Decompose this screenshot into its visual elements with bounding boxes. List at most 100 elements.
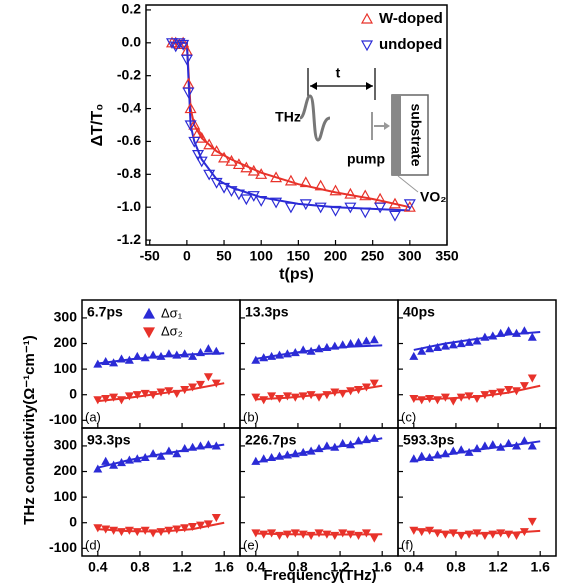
data-point (132, 351, 142, 360)
data-point (140, 526, 150, 535)
data-point (180, 54, 193, 66)
data-point (156, 388, 166, 397)
data-point (298, 530, 308, 539)
data-point (330, 341, 340, 350)
data-point (409, 351, 419, 360)
data-point (504, 438, 514, 447)
data-point (464, 530, 474, 539)
data-point (267, 529, 277, 538)
data-point (109, 460, 119, 469)
y-tick-label: 100 (54, 488, 78, 504)
x-tick-label: -50 (140, 248, 160, 264)
data-point (464, 447, 474, 456)
data-point (148, 449, 158, 458)
data-point (164, 446, 174, 455)
data-point (354, 531, 363, 541)
data-point (275, 451, 284, 460)
data-point (251, 456, 261, 465)
data-point (346, 339, 356, 348)
data-point (314, 344, 324, 353)
data-point (480, 531, 490, 541)
data-point (184, 120, 197, 132)
data-point (232, 158, 245, 170)
data-point (93, 359, 103, 368)
x-tick-label: 0.8 (446, 559, 466, 575)
film-pointer (397, 175, 419, 193)
x-tick-label: 100 (250, 248, 274, 264)
data-point (314, 443, 324, 453)
data-point (330, 442, 340, 451)
x-tick-label: 300 (398, 248, 422, 264)
data-point (496, 328, 506, 337)
plot-frame (145, 4, 448, 246)
data-point (480, 441, 490, 450)
delay-label: t (336, 65, 341, 81)
data-point (369, 335, 379, 344)
y-tick-label: -1.2 (117, 231, 141, 247)
legend-marker (360, 40, 374, 52)
data-point (101, 456, 111, 465)
y-tick-label: 0.2 (122, 1, 142, 17)
x-tick-label: 0 (183, 248, 191, 264)
data-point (409, 394, 419, 404)
data-point (267, 351, 277, 360)
data-point (496, 529, 506, 538)
data-point (338, 438, 348, 447)
data-point (440, 341, 450, 350)
y-tick-label: -1.0 (117, 198, 141, 214)
data-point (282, 349, 292, 358)
y-tick-label: 300 (54, 437, 78, 453)
data-point (188, 522, 198, 532)
data-point (259, 396, 269, 405)
data-point (117, 528, 126, 537)
data-point (417, 528, 427, 537)
data-point (306, 531, 316, 541)
x-tick-label: 1.6 (214, 559, 234, 575)
data-point (177, 39, 190, 51)
data-point (512, 441, 521, 450)
data-point (298, 345, 308, 354)
inset-schematic: t THz pump substrate VO₂ (275, 65, 446, 205)
panel-time: 593.3ps (403, 432, 455, 448)
data-point (275, 531, 284, 541)
data-point (306, 391, 316, 400)
data-point (425, 526, 435, 535)
data-point (282, 450, 292, 459)
data-point (338, 529, 348, 538)
panel-time: 93.3ps (87, 432, 131, 448)
data-point (448, 397, 458, 406)
data-point (117, 354, 126, 363)
data-point (184, 102, 197, 114)
data-point (196, 441, 205, 450)
data-point (314, 529, 324, 538)
data-point (519, 436, 529, 445)
data-point (440, 530, 450, 539)
data-point (314, 202, 327, 214)
panel-letter: (e) (243, 537, 259, 552)
data-point (354, 337, 363, 346)
data-point (211, 514, 221, 523)
data-point (488, 389, 498, 398)
data-point (172, 350, 182, 359)
data-point (338, 340, 348, 349)
data-point (290, 529, 300, 538)
y-tick-label: -0.4 (117, 99, 141, 115)
data-point (456, 445, 466, 454)
data-point (322, 342, 332, 351)
x-tick-label: 150 (287, 248, 311, 264)
x-axis-label: t(ps) (279, 266, 314, 283)
data-point (270, 171, 283, 183)
legend-marker (360, 12, 374, 24)
film-label: VO₂ (420, 189, 446, 205)
x-tick-label: 250 (361, 248, 385, 264)
data-point (188, 136, 201, 148)
data-point (290, 393, 300, 402)
y-tick-label: -0.8 (117, 165, 141, 181)
data-point (180, 524, 190, 533)
legend-label: Δσ₁ (161, 305, 183, 320)
data-point (512, 531, 521, 541)
data-point (203, 373, 213, 382)
data-point (267, 392, 277, 401)
data-point (165, 38, 179, 50)
data-point (403, 199, 416, 211)
